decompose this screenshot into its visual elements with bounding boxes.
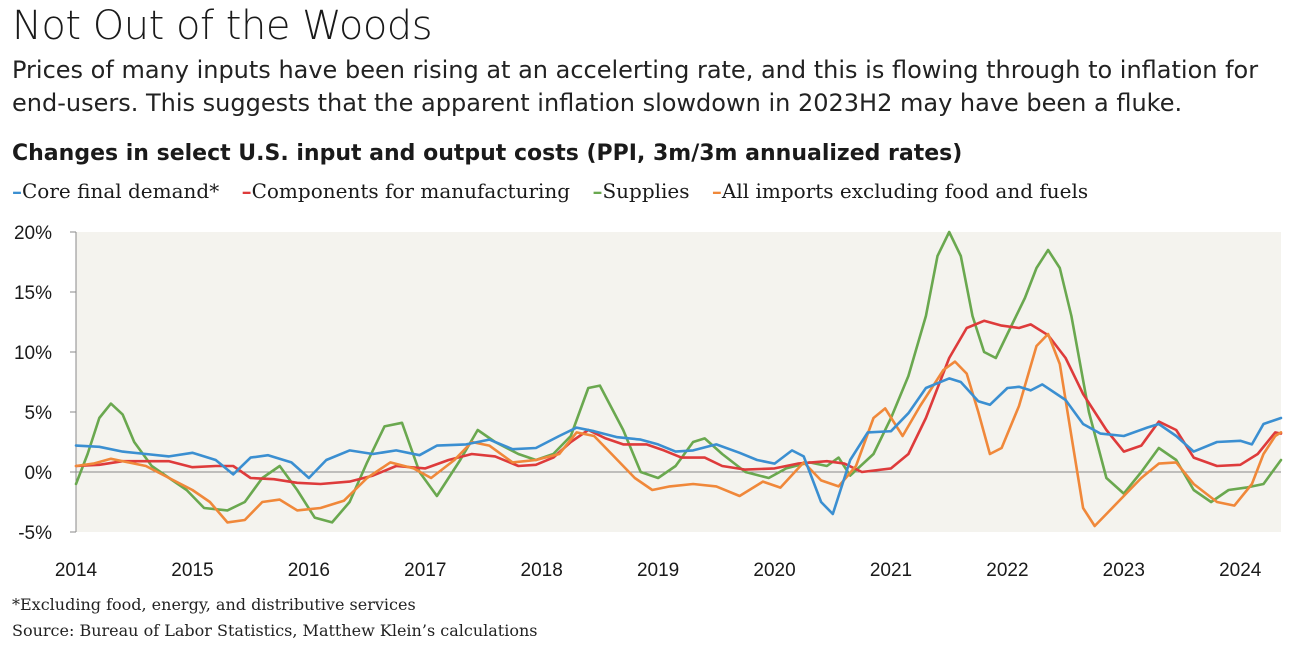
- subtitle: Prices of many inputs have been rising a…: [12, 56, 1259, 117]
- y-tick-label: 10%: [14, 343, 52, 364]
- source-note: Source: Bureau of Labor Statistics, Matt…: [12, 621, 538, 640]
- x-tick-label: 2021: [870, 560, 912, 581]
- legend-swatch: –: [241, 179, 252, 203]
- legend-item-supplies: –Supplies: [592, 176, 689, 206]
- x-tick-label: 2014: [55, 560, 98, 581]
- x-tick-label: 2017: [404, 560, 446, 581]
- x-tick-label: 2024: [1219, 560, 1262, 581]
- x-tick-label: 2019: [637, 560, 679, 581]
- y-tick-label: 0%: [25, 463, 53, 484]
- y-tick-label: 20%: [14, 223, 52, 244]
- chart-title: Changes in select U.S. input and output …: [12, 141, 963, 166]
- footnote: *Excluding food, energy, and distributiv…: [12, 595, 416, 614]
- legend-label: Components for manufacturing: [251, 179, 571, 203]
- legend-swatch: –: [12, 179, 22, 203]
- legend-swatch: –: [711, 179, 722, 203]
- y-tick-label: -5%: [18, 523, 52, 544]
- x-tick-label: 2022: [986, 560, 1028, 581]
- legend-item-core-final-demand: –Core final demand*: [12, 176, 219, 206]
- legend-item-components: –Components for manufacturing: [242, 176, 571, 206]
- x-tick-label: 2016: [288, 560, 330, 581]
- x-tick-label: 2020: [753, 560, 795, 581]
- chart-legend: –Core final demand* –Components for manu…: [12, 176, 1104, 206]
- x-tick-label: 2023: [1103, 560, 1145, 581]
- legend-item-imports: –All imports excluding food and fuels: [712, 176, 1088, 206]
- legend-label: Supplies: [602, 179, 690, 203]
- series-supplies: [74, 230, 1283, 524]
- y-tick-label: 15%: [14, 283, 52, 304]
- page-title: Not Out of the Woods: [12, 3, 433, 49]
- series-imports-ex-food-fuels: [74, 332, 1283, 528]
- legend-label: All imports excluding food and fuels: [721, 179, 1089, 203]
- x-tick-label: 2015: [171, 560, 213, 581]
- legend-label: Core final demand*: [22, 179, 220, 203]
- series-core-final-demand: [74, 377, 1283, 516]
- legend-swatch: –: [592, 179, 603, 203]
- y-tick-label: 5%: [25, 403, 53, 424]
- x-tick-label: 2018: [521, 560, 563, 581]
- line-chart: -5% 0% 5% 10% 15% 20% 2014 2015 2016 2017 2018 2019…: [14, 223, 1283, 581]
